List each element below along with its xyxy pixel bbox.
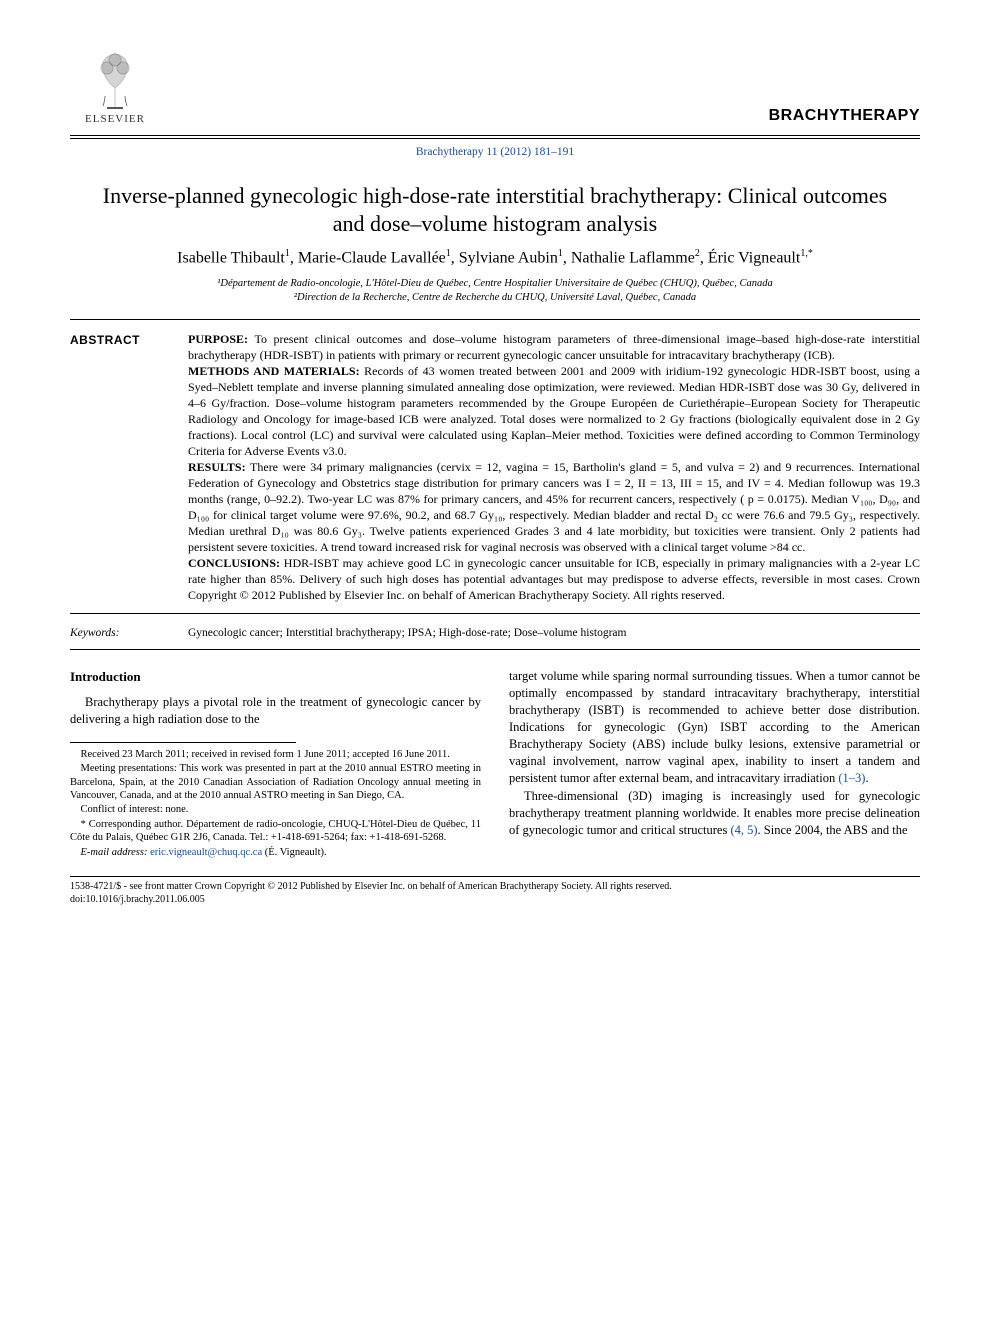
publisher-label: ELSEVIER [85,112,145,127]
keywords-body: Gynecologic cancer; Interstitial brachyt… [188,626,920,642]
abstract-body: PURPOSE: To present clinical outcomes an… [188,332,920,605]
right-para-1: target volume while sparing normal surro… [509,668,920,786]
abstract-purpose: To present clinical outcomes and dose–vo… [188,332,920,362]
abstract-results-head: RESULTS: [188,460,250,474]
footnote-conflict: Conflict of interest: none. [70,803,481,816]
footnote-email: E-mail address: eric.vigneault@chuq.qc.c… [70,846,481,859]
abstract-results: There were 34 primary malignancies (cerv… [188,460,920,553]
doi-text: doi:10.1016/j.brachy.2011.06.005 [70,894,920,907]
abstract-methods-head: METHODS AND MATERIALS: [188,364,364,378]
affiliation-2: ²Direction de la Recherche, Centre de Re… [110,291,880,305]
affiliation-1: ¹Département de Radio-oncologie, L'Hôtel… [110,277,880,291]
footnote-rule [70,742,296,743]
affiliations: ¹Département de Radio-oncologie, L'Hôtel… [110,277,880,304]
footnote-received: Received 23 March 2011; received in revi… [70,748,481,761]
publisher-logo-block: ELSEVIER [70,50,160,127]
article-title: Inverse-planned gynecologic high-dose-ra… [100,182,890,237]
abstract-label: ABSTRACT [70,332,160,605]
abstract-conclusions-head: CONCLUSIONS: [188,556,284,570]
page-header: ELSEVIER BRACHYTHERAPY [70,50,920,127]
citation-line: Brachytherapy 11 (2012) 181–191 [70,145,920,161]
keywords-row: Keywords: Gynecologic cancer; Interstiti… [70,626,920,642]
author-list: Isabelle Thibault1, Marie-Claude Lavallé… [70,247,920,269]
copyright-line: 1538-4721/$ - see front matter Crown Cop… [70,881,920,906]
email-author-name: (É. Vigneault). [265,847,327,858]
header-rule-thick [70,135,920,136]
right-para-2: Three-dimensional (3D) imaging is increa… [509,788,920,839]
email-label: E-mail address: [81,847,148,858]
footnote-corresponding: * Corresponding author. Département de r… [70,818,481,845]
ref-link-1-3[interactable]: (1–3) [838,771,865,785]
bottom-rule [70,876,920,877]
introduction-heading: Introduction [70,668,481,686]
journal-name: BRACHYTHERAPY [769,105,920,127]
right-column: target volume while sparing normal surro… [509,668,920,860]
body-columns: Introduction Brachytherapy plays a pivot… [70,668,920,860]
abstract-block: ABSTRACT PURPOSE: To present clinical ou… [70,332,920,605]
copyright-text: 1538-4721/$ - see front matter Crown Cop… [70,881,920,894]
rule-above-abstract [70,319,920,320]
ref-link-4-5[interactable]: (4, 5) [730,823,757,837]
abstract-conclusions: HDR-ISBT may achieve good LC in gynecolo… [188,556,920,602]
rule-below-keywords [70,649,920,650]
intro-para-1: Brachytherapy plays a pivotal role in th… [70,694,481,728]
header-rule-thin [70,138,920,139]
elsevier-tree-icon [85,50,145,110]
email-address[interactable]: eric.vigneault@chuq.qc.ca [150,847,262,858]
rule-below-abstract [70,613,920,614]
left-column: Introduction Brachytherapy plays a pivot… [70,668,481,860]
footnotes: Received 23 March 2011; received in revi… [70,748,481,860]
abstract-purpose-head: PURPOSE: [188,332,255,346]
footnote-meetings: Meeting presentations: This work was pre… [70,762,481,802]
keywords-label: Keywords: [70,626,160,642]
